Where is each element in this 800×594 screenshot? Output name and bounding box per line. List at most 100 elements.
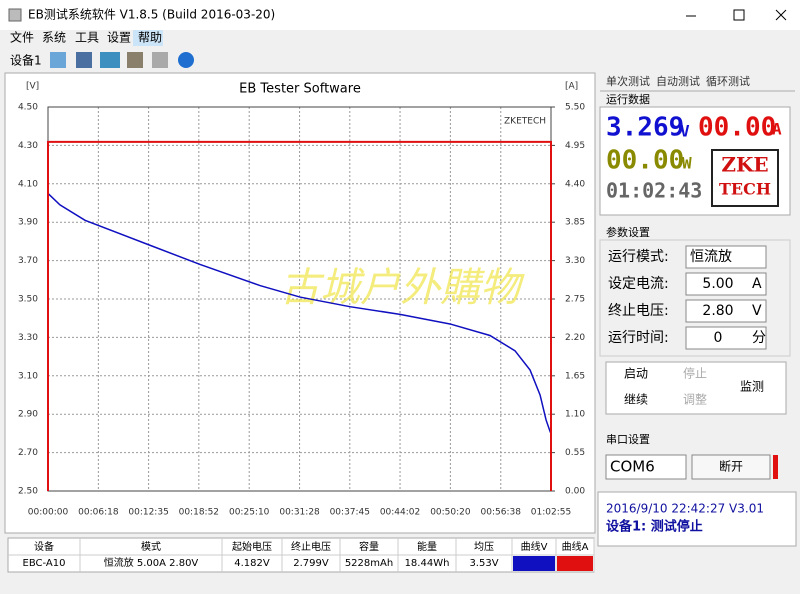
status-led [773,455,778,479]
table-header: 设备 [34,540,54,553]
param-input[interactable] [685,326,767,350]
group-label: 串口设置 [606,433,650,446]
menu-item[interactable]: 文件 [10,30,34,45]
table-header: 模式 [141,540,161,553]
device-label: 设备1 [10,54,42,68]
logo-text: TECH [719,180,771,199]
table-cell: 恒流放 5.00A 2.80V [104,556,199,569]
group-label: 参数设置 [606,225,650,239]
table-header: 曲线A [562,540,589,553]
y-tick-label: 4.50 [18,103,38,113]
table-header: 起始电压 [232,540,272,553]
table-cell: 5228mAh [345,558,393,569]
port-select[interactable] [605,454,687,480]
y2-tick-label: 0.00 [565,487,585,497]
y2-tick-label: 1.65 [565,371,585,381]
tab[interactable]: 自动测试 [656,75,700,88]
tool-image[interactable] [100,52,120,68]
monitor-button[interactable]: 监测 [740,380,764,394]
table-cell: 2.799V [293,558,329,569]
y2-tick-label: 3.85 [565,218,585,228]
current-display: 00.00 [698,113,776,143]
chart: EB Tester Software [V] [A] 2.50 2.70 2.90 3.10… [18,82,585,518]
menu-item[interactable]: 系统 [42,31,66,45]
y-tick-label: 3.50 [18,295,38,305]
status-time: 2016/9/10 22:42:27 V3.01 [606,502,764,516]
close-button[interactable] [775,9,787,21]
x-tick-label: 00:31:28 [279,508,320,518]
param-unit: 分 [752,330,766,346]
y2-tick-label: 2.20 [565,333,585,343]
param-input[interactable] [685,299,767,323]
x-tick-label: 00:00:00 [28,508,69,518]
y-tick-label: 2.70 [18,448,38,458]
table-header: 终止电压 [291,540,331,553]
y-tick-label: 2.90 [18,410,38,420]
menu-item[interactable]: 工具 [75,31,99,45]
table-header: 能量 [417,540,437,553]
y2-axis-label: [A] [565,82,578,92]
group-label: 运行数据 [606,92,650,106]
curve-swatch [513,556,555,571]
y-tick-label: 3.70 [18,256,38,266]
y2-tick-label: 0.55 [565,448,585,458]
param-label: 设定电流: [608,276,669,292]
voltage-unit: V [680,122,690,141]
title-bar [0,0,800,30]
y2-tick-label: 4.95 [565,141,585,151]
y-tick-label: 2.50 [18,487,38,497]
table-header: 容量 [359,540,379,553]
continue-button[interactable]: 继续 [624,393,648,407]
x-tick-label: 00:25:10 [229,508,270,518]
table-cell: 4.182V [234,558,270,569]
y2-tick-label: 1.10 [565,410,585,420]
tool-save[interactable] [76,52,92,68]
menu-highlight [133,30,163,46]
x-tick-label: 00:37:45 [330,508,370,518]
y2-tick-label: 5.50 [565,103,585,113]
x-tick-label: 01:02:55 [531,508,571,518]
adjust-button: 调整 [683,392,707,407]
status-box [597,491,797,547]
status-text: 设备1: 测试停止 [606,519,703,535]
y-tick-label: 3.90 [18,218,38,228]
param-value: 恒流放 [690,249,732,265]
button-group [605,361,787,415]
param-label: 终止电压: [608,303,669,319]
series-line [47,140,552,491]
param-label: 运行时间: [608,330,669,346]
param-group [599,239,791,357]
table-cell: 3.53V [469,558,498,569]
param-unit: A [752,276,762,292]
param-value: 0 [714,330,723,346]
app-icon [8,8,22,22]
table-cell: EBC-A10 [23,558,66,569]
tool-search[interactable] [152,52,168,68]
y2-tick-label: 2.75 [565,295,585,305]
power-display: 00.00 [606,146,684,176]
table-body: 设备 模式 起始电压 终止电压 容量 能量 均压 曲线V 曲线A EBC-A10 恒流放 5.00A… [8,538,595,572]
tab[interactable]: 循环测试 [706,75,750,88]
logo-text: ZKE [721,153,768,177]
menu-item[interactable]: 帮助 [138,31,162,45]
tool-settings[interactable] [127,52,143,68]
chart-title: EB Tester Software [239,82,361,97]
tab[interactable]: 单次测试 [606,74,650,88]
y2-tick-label: 3.30 [565,256,585,266]
menu-item[interactable]: 设置 [107,31,131,45]
y-tick-label: 3.10 [18,371,38,381]
start-button[interactable]: 启动 [624,367,648,381]
tool-info[interactable] [178,52,194,68]
y-axis-label: [V] [26,82,39,92]
tool-open[interactable] [50,52,66,68]
x-tick-label: 00:18:52 [179,508,219,518]
disconnect-button[interactable] [691,454,771,480]
disconnect-label: 断开 [719,459,743,474]
curve-swatch [557,556,593,571]
param-input[interactable] [685,272,767,296]
maximize-button[interactable] [733,9,745,21]
param-input[interactable] [685,245,767,269]
table-cell: 18.44Wh [405,558,450,569]
